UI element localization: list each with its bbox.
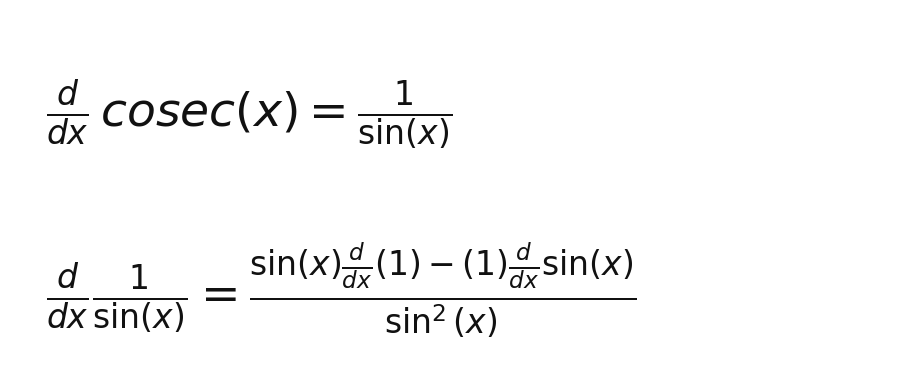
Text: $\frac{d}{dx}\,cosec(x) = \frac{1}{\sin(x)}$: $\frac{d}{dx}\,cosec(x) = \frac{1}{\sin(…	[46, 78, 452, 152]
Text: $\frac{d}{dx}\frac{1}{\sin(x)} = \frac{\sin(x)\frac{d}{dx}(1) - (1)\frac{d}{dx}\: $\frac{d}{dx}\frac{1}{\sin(x)} = \frac{\…	[46, 241, 636, 340]
